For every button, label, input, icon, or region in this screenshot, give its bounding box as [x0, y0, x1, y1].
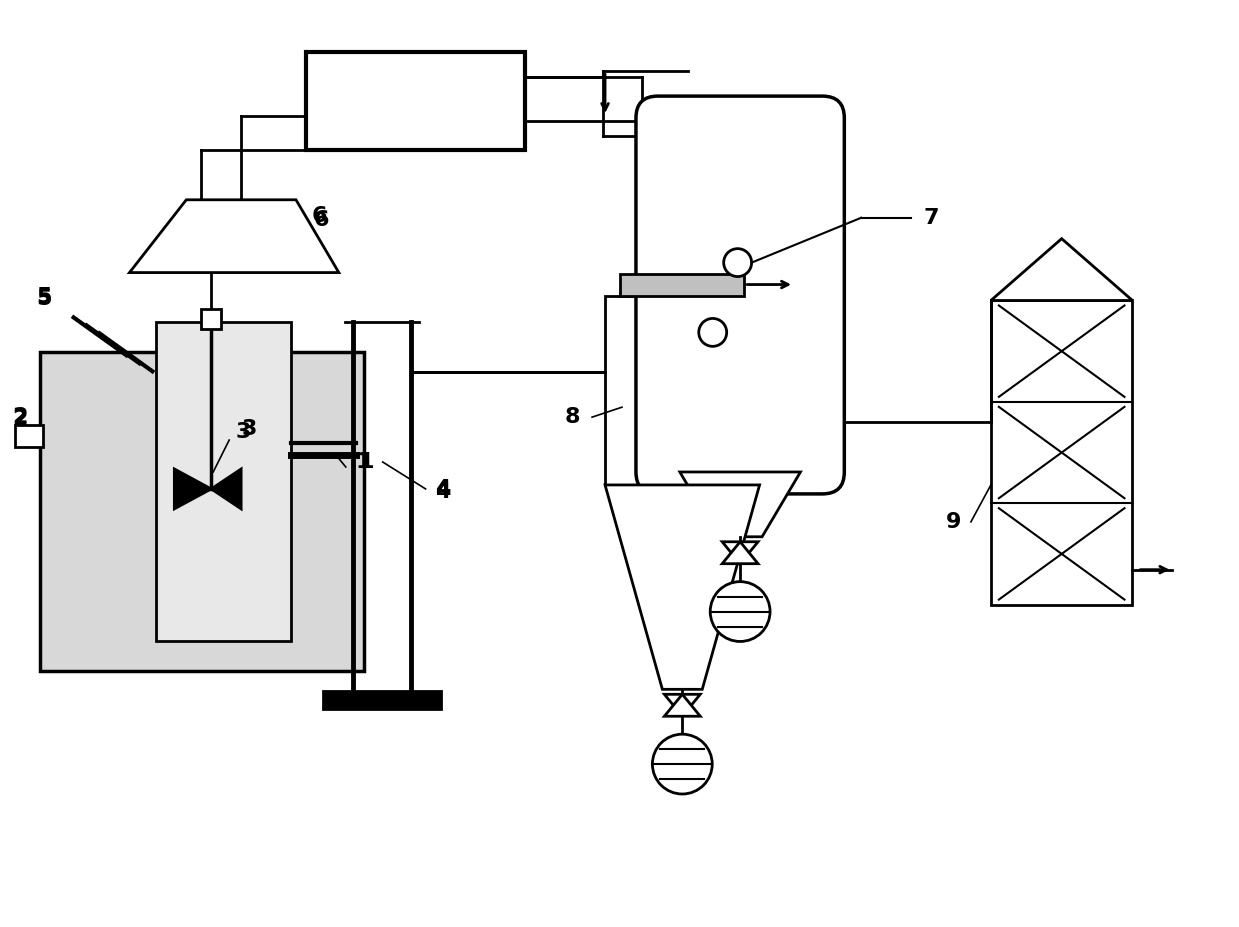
Bar [991, 300, 1132, 604]
Text: 8: 8 [565, 407, 580, 427]
Text: 2: 2 [12, 407, 27, 427]
Text: 5: 5 [36, 289, 51, 310]
Polygon shape [664, 694, 700, 717]
Text: 3: 3 [235, 422, 250, 442]
Polygon shape [664, 694, 700, 717]
Text: 1: 1 [358, 452, 373, 472]
Polygon shape [722, 541, 758, 564]
Text: 5: 5 [36, 287, 51, 308]
Bar [306, 52, 525, 150]
Polygon shape [129, 200, 338, 273]
Text: 4: 4 [435, 479, 450, 499]
Bar [621, 273, 745, 296]
Bar [15, 425, 42, 447]
Text: 3: 3 [242, 419, 256, 439]
Polygon shape [605, 485, 760, 690]
Text: 9: 9 [947, 512, 961, 532]
Bar [605, 296, 760, 485]
Circle shape [653, 734, 712, 794]
Text: 1: 1 [356, 452, 370, 472]
FancyBboxPatch shape [636, 96, 844, 494]
Text: 2: 2 [12, 409, 27, 429]
Polygon shape [175, 469, 211, 509]
Bar [323, 692, 441, 709]
Text: 7: 7 [923, 208, 939, 228]
Polygon shape [211, 469, 242, 509]
Bar [156, 323, 291, 641]
Polygon shape [722, 541, 758, 564]
Bar [40, 352, 364, 671]
Polygon shape [991, 238, 1132, 300]
Bar [201, 310, 222, 329]
Circle shape [699, 319, 727, 347]
Text: 6: 6 [313, 210, 328, 230]
Text: 4: 4 [435, 482, 450, 502]
Circle shape [710, 581, 771, 641]
Circle shape [724, 248, 752, 276]
Polygon shape [680, 472, 800, 537]
Text: 6: 6 [311, 206, 327, 226]
